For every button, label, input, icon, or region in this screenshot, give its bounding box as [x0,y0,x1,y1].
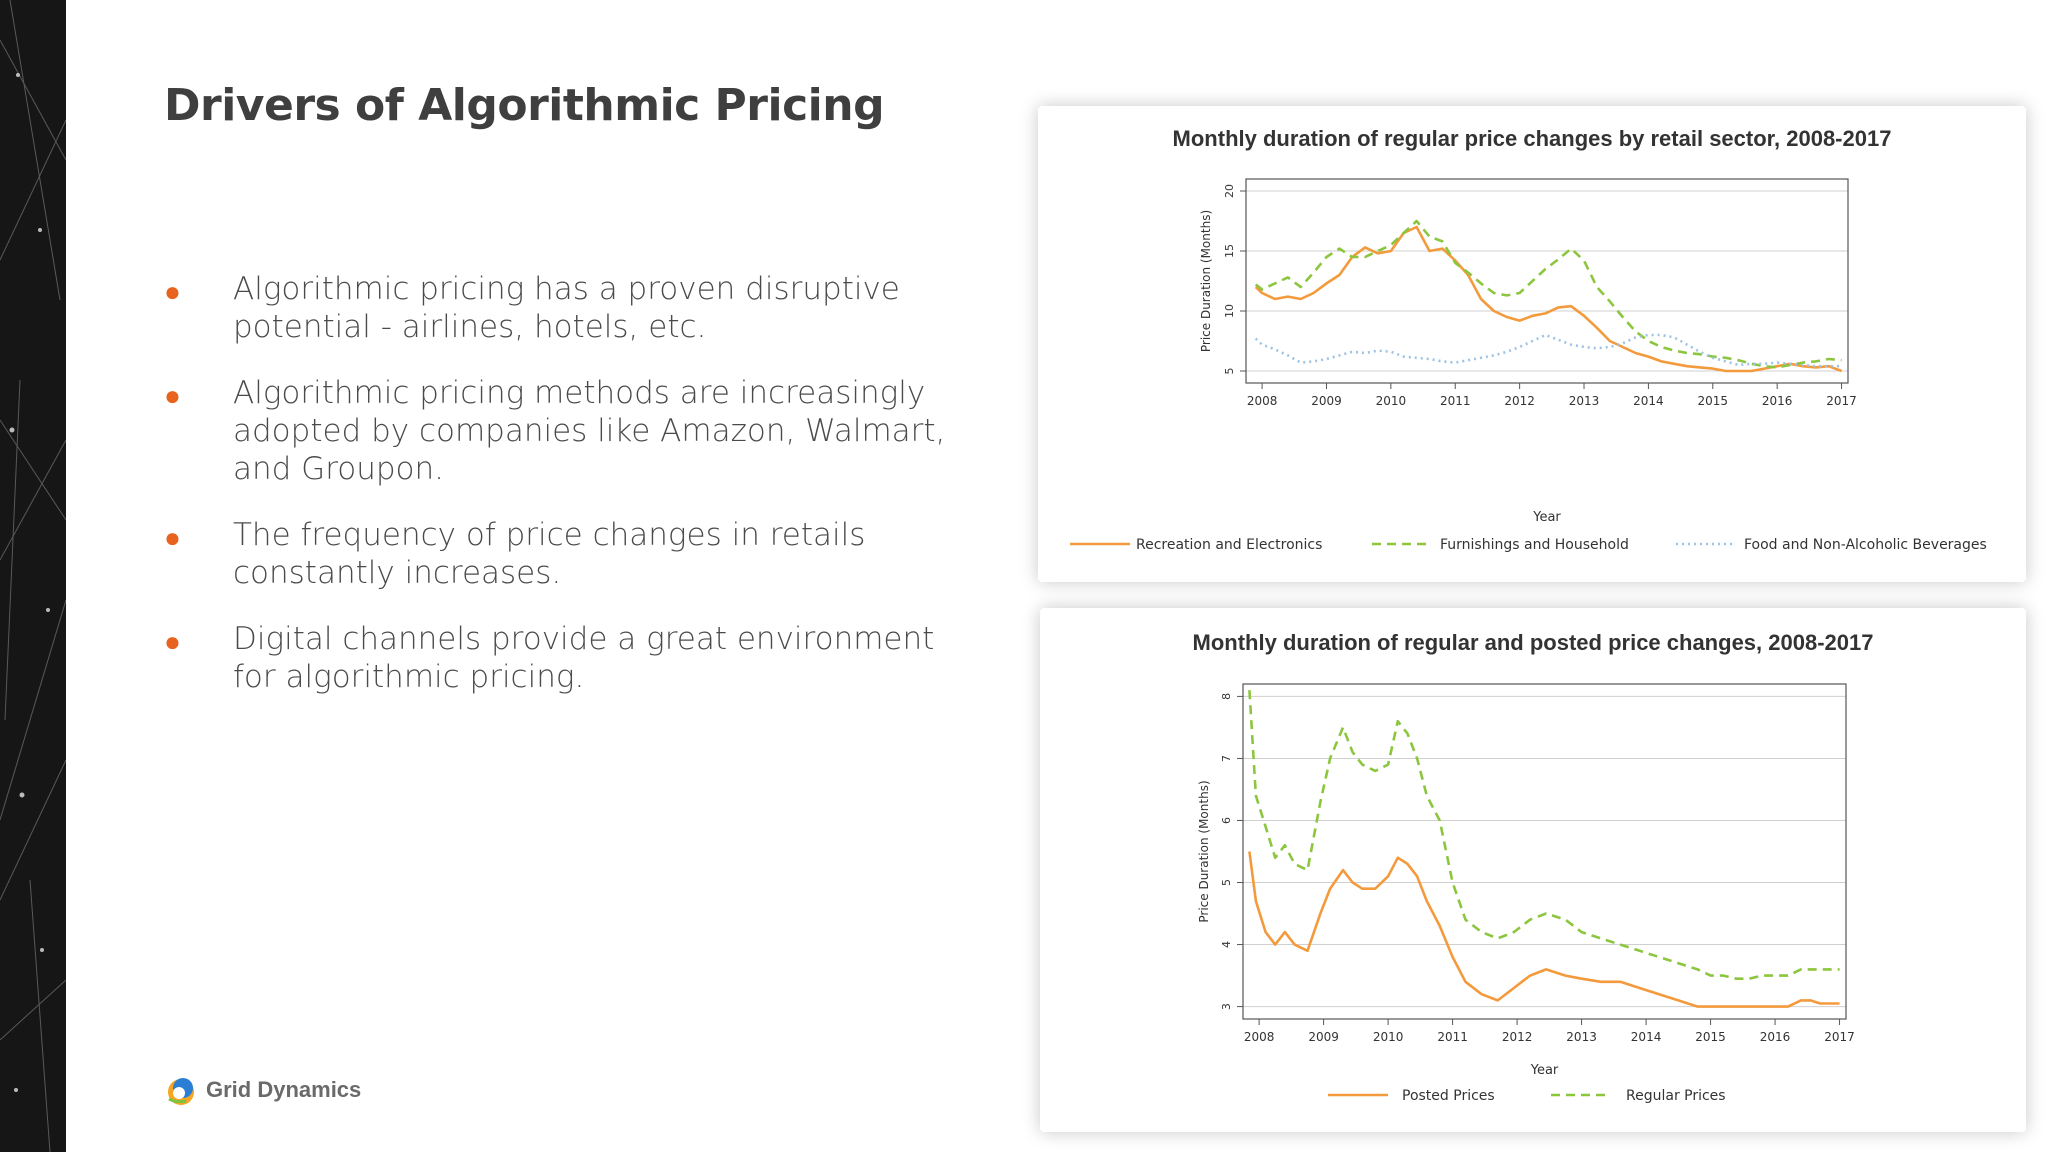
legend-label: Furnishings and Household [1440,537,1629,553]
series-line [1254,219,1842,369]
bullet-text: The frequency of price changes in retail… [233,517,866,591]
bullet-marker: ● [164,521,181,554]
y-tick-label: 4 [1220,941,1233,948]
x-tick-label: 2016 [1760,1030,1791,1044]
y-axis-label: Price Duration (Months) [1199,210,1213,352]
x-tick-label: 2013 [1566,1030,1597,1044]
x-tick-label: 2017 [1826,394,1857,408]
plot-frame [1242,683,1847,1020]
x-tick-label: 2013 [1569,394,1600,408]
y-tick-label: 8 [1220,693,1233,700]
decorative-network-strip [0,0,67,1153]
bullet-item: ● Algorithmic pricing methods are increa… [164,374,964,488]
y-axis-label: Price Duration (Months) [1197,780,1211,922]
x-tick-label: 2011 [1437,1030,1468,1044]
logo-text: Grid Dynamics [206,1077,362,1102]
bullet-item: ● Algorithmic pricing has a proven disru… [164,270,964,346]
series-line [1248,690,1840,981]
bullet-text: Algorithmic pricing methods are increasi… [233,375,946,487]
bullet-marker: ● [164,379,181,412]
x-tick-label: 2014 [1633,394,1664,408]
y-tick-label: 3 [1220,1003,1233,1010]
x-tick-label: 2010 [1376,394,1407,408]
chart-regular-posted: 3 4 5 6 7 8 2008 2009 2010 2011 2012 2013 2014 2015 20… [1197,683,1855,1104]
x-axis-label: Year [1532,510,1561,525]
legend-label: Posted Prices [1402,1088,1495,1104]
chart-card-retail-sector: Monthly duration of regular price change… [1038,106,2026,582]
y-tick-label: 15 [1223,244,1236,258]
x-tick-label: 2009 [1311,394,1342,408]
bullet-text: Digital channels provide a great environ… [233,621,935,695]
x-tick-label: 2011 [1440,394,1471,408]
legend-label: Food and Non-Alcoholic Beverages [1744,537,1987,553]
bullet-marker: ● [164,625,181,658]
network-lines-graphic [0,0,67,1153]
bullet-text: Algorithmic pricing has a proven disrupt… [233,271,900,345]
y-tick-label: 10 [1223,304,1236,318]
y-tick-label: 6 [1220,817,1233,824]
x-tick-label: 2015 [1695,1030,1726,1044]
x-axis-label: Year [1530,1063,1559,1078]
bullet-item: ● Digital channels provide a great envir… [164,620,964,696]
x-tick-label: 2016 [1762,394,1793,408]
x-tick-label: 2014 [1631,1030,1662,1044]
bullet-item: ● The frequency of price changes in reta… [164,516,964,592]
series-line [1254,333,1842,368]
x-tick-label: 2017 [1824,1030,1855,1044]
y-tick-label: 20 [1223,184,1236,198]
chart-retail-sector: 5 10 15 20 2008 2009 2010 2011 2012 2013 2014 2015 2… [1070,178,1987,553]
legend-label: Recreation and Electronics [1136,537,1322,553]
chart-title: Monthly duration of regular price change… [1172,126,1892,151]
x-tick-label: 2008 [1247,394,1278,408]
x-tick-label: 2008 [1244,1030,1275,1044]
y-tick-label: 5 [1223,368,1236,375]
bullet-marker: ● [164,275,181,308]
chart-title: Monthly duration of regular and posted p… [1192,630,1874,655]
x-tick-label: 2012 [1504,394,1535,408]
x-tick-label: 2010 [1373,1030,1404,1044]
y-tick-label: 5 [1220,879,1233,886]
y-tick-label: 7 [1220,755,1233,762]
company-logo: Grid Dynamics [164,1070,361,1110]
x-tick-label: 2012 [1502,1030,1533,1044]
grid-dynamics-logo-icon [168,1078,194,1105]
series-line [1248,851,1840,1008]
bullet-list: ● Algorithmic pricing has a proven disru… [164,270,964,724]
slide-title: Drivers of Algorithmic Pricing [164,80,885,131]
chart-card-regular-posted: Monthly duration of regular and posted p… [1040,608,2026,1132]
legend-label: Regular Prices [1626,1088,1726,1104]
plot-frame [1245,178,1849,384]
series-line [1254,225,1843,373]
x-tick-label: 2009 [1308,1030,1339,1044]
x-tick-label: 2015 [1698,394,1729,408]
